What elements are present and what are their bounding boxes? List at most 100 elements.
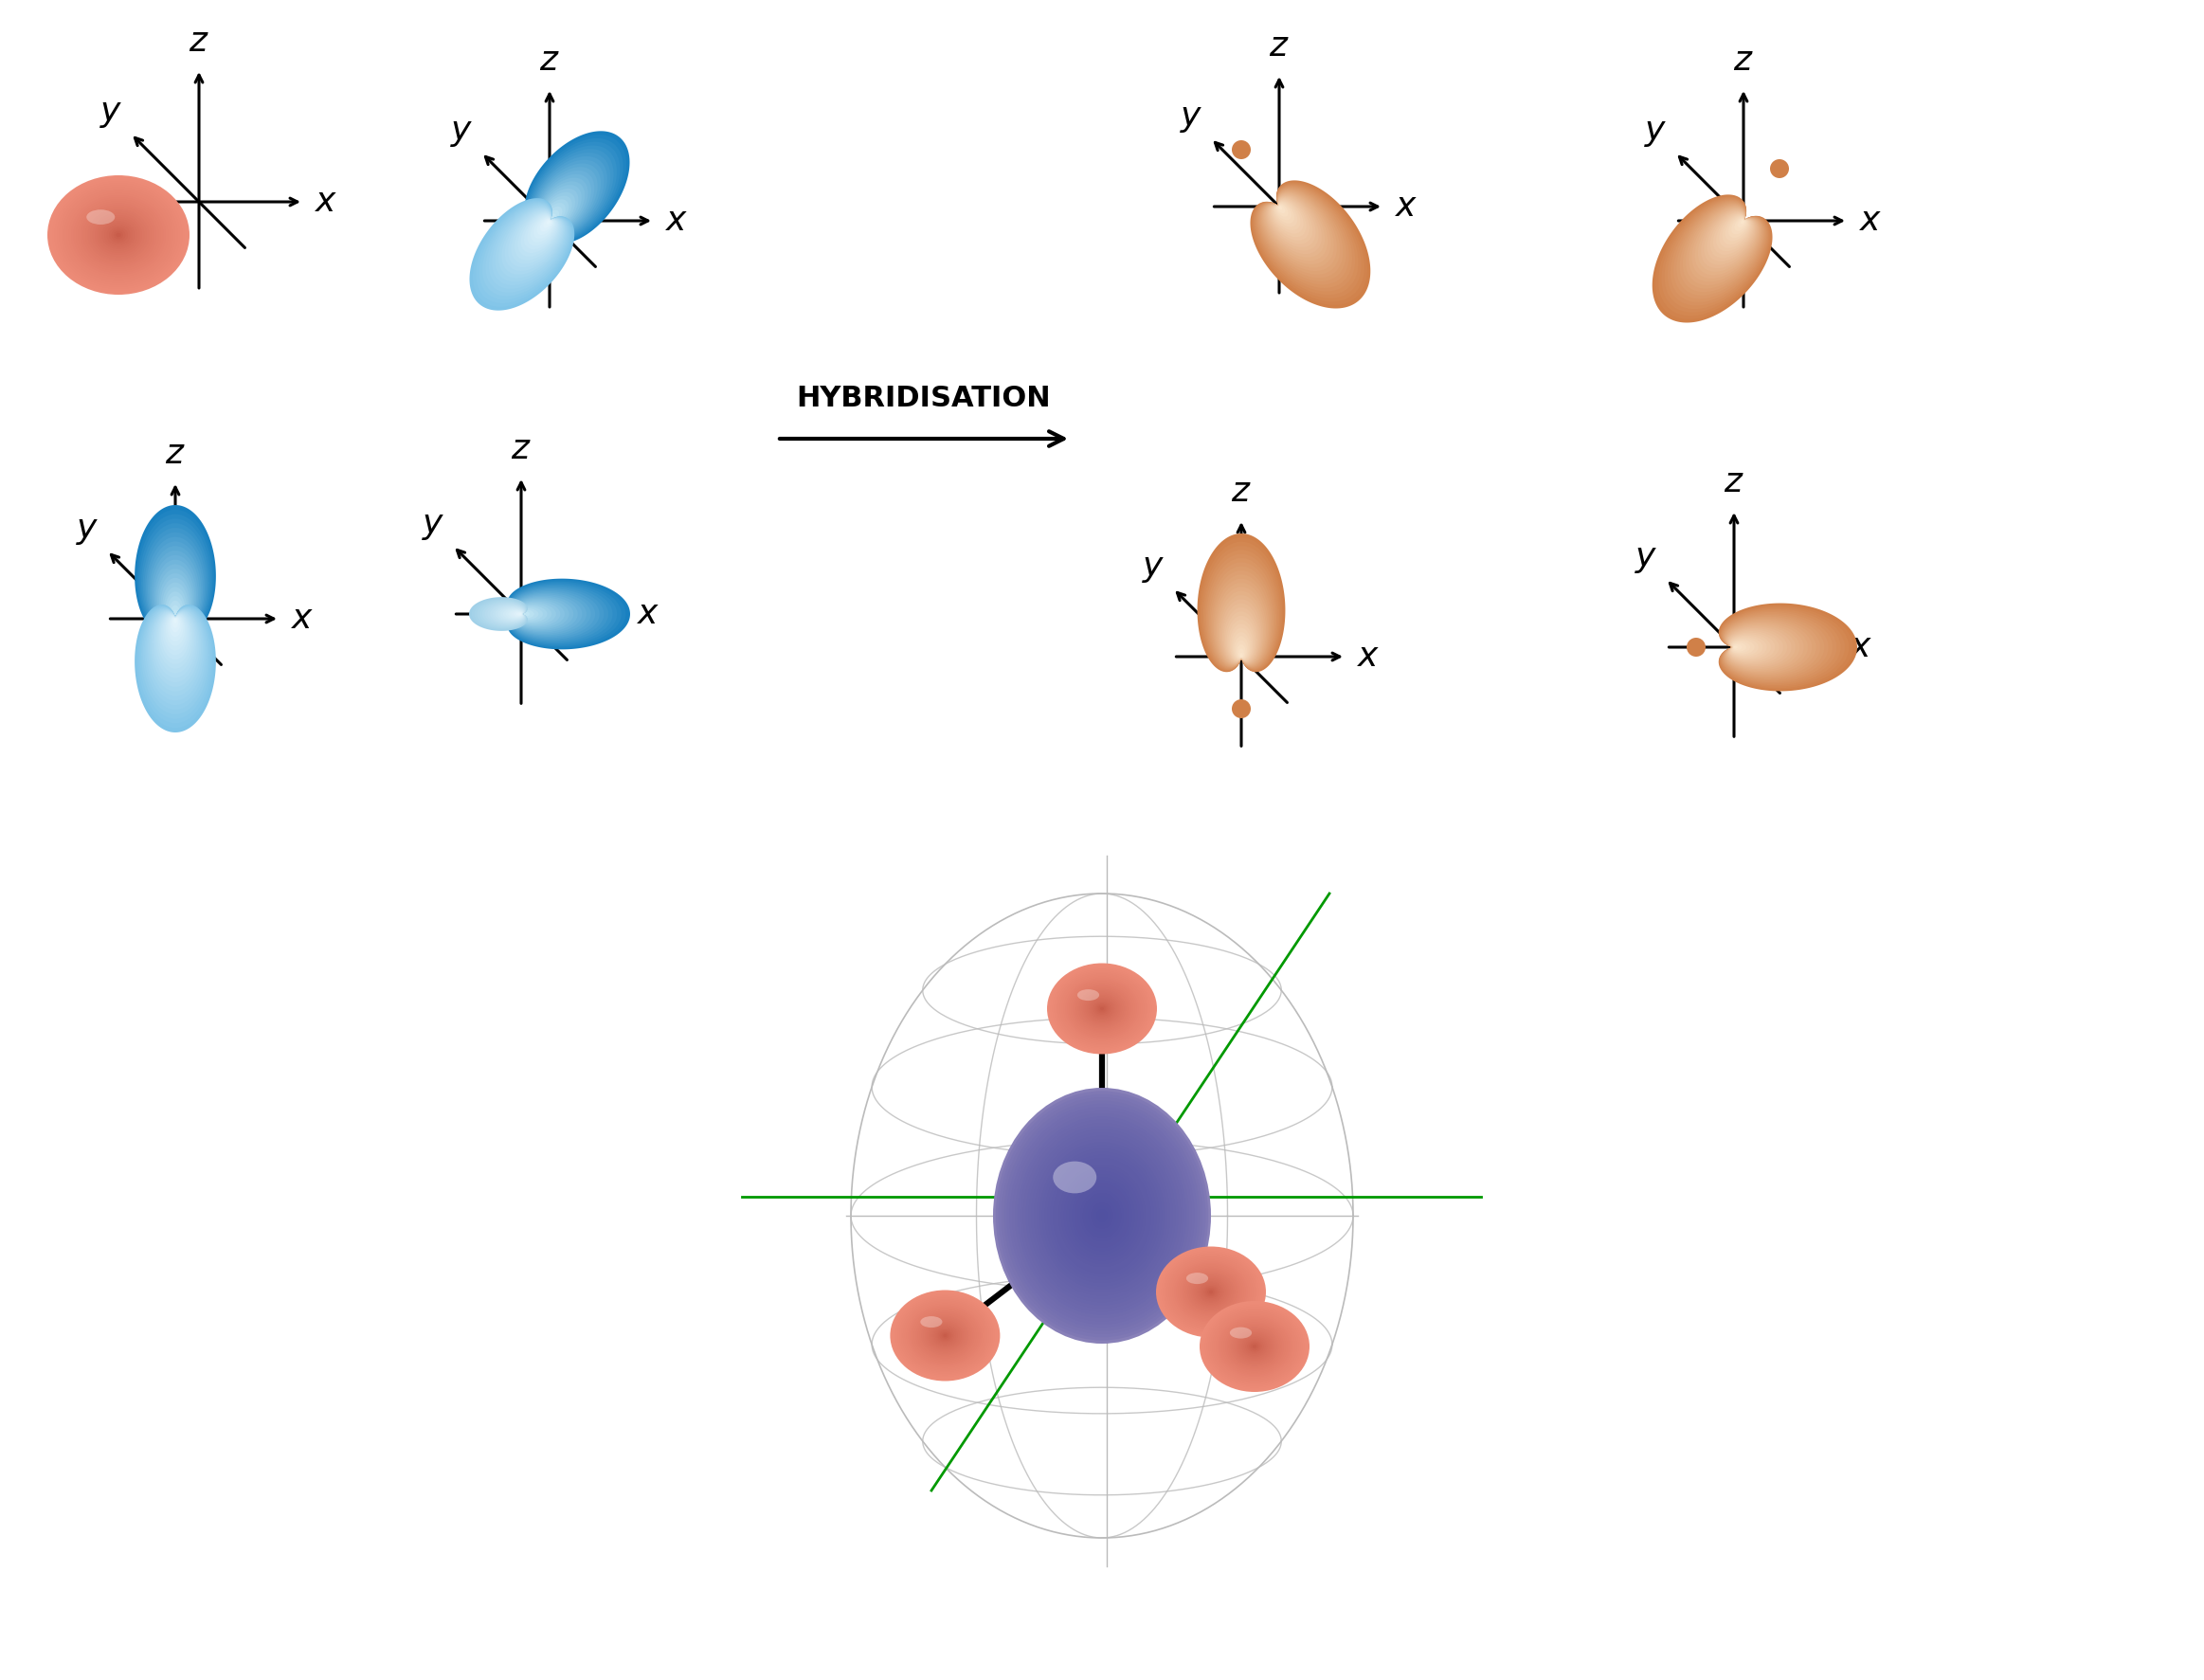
Polygon shape bbox=[145, 608, 205, 701]
Polygon shape bbox=[1730, 633, 1772, 660]
Ellipse shape bbox=[66, 192, 170, 279]
Polygon shape bbox=[145, 608, 207, 706]
Polygon shape bbox=[139, 606, 212, 724]
Polygon shape bbox=[1258, 188, 1342, 277]
Polygon shape bbox=[1270, 198, 1309, 240]
Polygon shape bbox=[518, 606, 542, 622]
Ellipse shape bbox=[917, 1312, 972, 1359]
Text: $y$: $y$ bbox=[1635, 543, 1657, 575]
Polygon shape bbox=[533, 163, 602, 235]
Ellipse shape bbox=[994, 1087, 1210, 1344]
Ellipse shape bbox=[1236, 1331, 1274, 1361]
Polygon shape bbox=[538, 181, 584, 230]
Polygon shape bbox=[1732, 643, 1741, 650]
Text: $y$: $y$ bbox=[421, 509, 445, 543]
Ellipse shape bbox=[1001, 1097, 1203, 1334]
Ellipse shape bbox=[1098, 1210, 1106, 1221]
Ellipse shape bbox=[1175, 1262, 1247, 1322]
Polygon shape bbox=[1270, 197, 1314, 244]
Ellipse shape bbox=[82, 203, 156, 267]
Polygon shape bbox=[514, 593, 586, 635]
Polygon shape bbox=[1199, 538, 1283, 672]
Polygon shape bbox=[1206, 554, 1278, 669]
Ellipse shape bbox=[921, 1315, 943, 1327]
Ellipse shape bbox=[1054, 1158, 1150, 1273]
Polygon shape bbox=[496, 605, 525, 623]
Ellipse shape bbox=[1162, 1252, 1261, 1332]
Polygon shape bbox=[511, 610, 522, 617]
Polygon shape bbox=[1724, 617, 1821, 679]
Polygon shape bbox=[1713, 212, 1752, 255]
Polygon shape bbox=[1236, 640, 1247, 659]
Ellipse shape bbox=[1208, 1289, 1214, 1295]
Ellipse shape bbox=[1199, 1284, 1221, 1300]
Polygon shape bbox=[1272, 200, 1300, 230]
Ellipse shape bbox=[1206, 1287, 1217, 1297]
Polygon shape bbox=[516, 612, 522, 615]
Polygon shape bbox=[1653, 195, 1772, 323]
Ellipse shape bbox=[1234, 1331, 1274, 1362]
Polygon shape bbox=[485, 601, 527, 627]
Polygon shape bbox=[1710, 212, 1754, 259]
Polygon shape bbox=[518, 605, 551, 623]
Ellipse shape bbox=[1098, 1005, 1106, 1013]
Polygon shape bbox=[1719, 213, 1752, 249]
Ellipse shape bbox=[75, 200, 161, 270]
Ellipse shape bbox=[1214, 1314, 1296, 1379]
Polygon shape bbox=[536, 175, 591, 232]
Ellipse shape bbox=[1029, 1129, 1175, 1302]
Polygon shape bbox=[507, 578, 630, 650]
Ellipse shape bbox=[1100, 1006, 1104, 1010]
Polygon shape bbox=[1261, 190, 1338, 270]
Polygon shape bbox=[156, 570, 194, 625]
Ellipse shape bbox=[1184, 1268, 1239, 1315]
Polygon shape bbox=[1662, 197, 1770, 312]
Polygon shape bbox=[540, 218, 553, 232]
Ellipse shape bbox=[1087, 996, 1117, 1021]
Polygon shape bbox=[531, 153, 611, 239]
Ellipse shape bbox=[46, 175, 190, 294]
Polygon shape bbox=[1267, 195, 1318, 250]
Ellipse shape bbox=[1230, 1326, 1281, 1368]
Ellipse shape bbox=[1157, 1247, 1265, 1337]
Polygon shape bbox=[1263, 192, 1331, 264]
Ellipse shape bbox=[1199, 1282, 1223, 1302]
Ellipse shape bbox=[1060, 1168, 1144, 1263]
Ellipse shape bbox=[921, 1315, 970, 1356]
Text: $y$: $y$ bbox=[1179, 102, 1203, 134]
Ellipse shape bbox=[1067, 979, 1137, 1038]
Ellipse shape bbox=[1252, 1344, 1258, 1349]
Polygon shape bbox=[516, 603, 555, 625]
Ellipse shape bbox=[919, 1314, 970, 1357]
Polygon shape bbox=[1278, 205, 1285, 213]
Polygon shape bbox=[1671, 200, 1768, 302]
Circle shape bbox=[1232, 699, 1250, 719]
Ellipse shape bbox=[1078, 1188, 1126, 1245]
Polygon shape bbox=[511, 590, 595, 638]
Polygon shape bbox=[509, 585, 613, 643]
Polygon shape bbox=[1728, 630, 1783, 665]
Ellipse shape bbox=[1036, 1139, 1168, 1292]
Text: $x$: $x$ bbox=[1849, 632, 1873, 664]
Polygon shape bbox=[1719, 605, 1854, 690]
Ellipse shape bbox=[890, 1290, 1001, 1381]
Polygon shape bbox=[485, 203, 569, 292]
Ellipse shape bbox=[99, 218, 137, 250]
Polygon shape bbox=[469, 596, 527, 632]
Polygon shape bbox=[547, 207, 562, 225]
Polygon shape bbox=[483, 202, 571, 296]
Polygon shape bbox=[170, 617, 181, 637]
Polygon shape bbox=[533, 160, 604, 237]
Polygon shape bbox=[514, 596, 573, 632]
Ellipse shape bbox=[88, 208, 150, 260]
Ellipse shape bbox=[1065, 978, 1139, 1038]
Ellipse shape bbox=[1177, 1265, 1243, 1319]
Text: $z$: $z$ bbox=[1732, 45, 1754, 77]
Polygon shape bbox=[531, 156, 608, 237]
Polygon shape bbox=[1270, 198, 1307, 237]
Polygon shape bbox=[518, 608, 538, 620]
Ellipse shape bbox=[901, 1299, 990, 1373]
Polygon shape bbox=[476, 600, 527, 628]
Polygon shape bbox=[161, 613, 190, 660]
Ellipse shape bbox=[1067, 1174, 1137, 1257]
